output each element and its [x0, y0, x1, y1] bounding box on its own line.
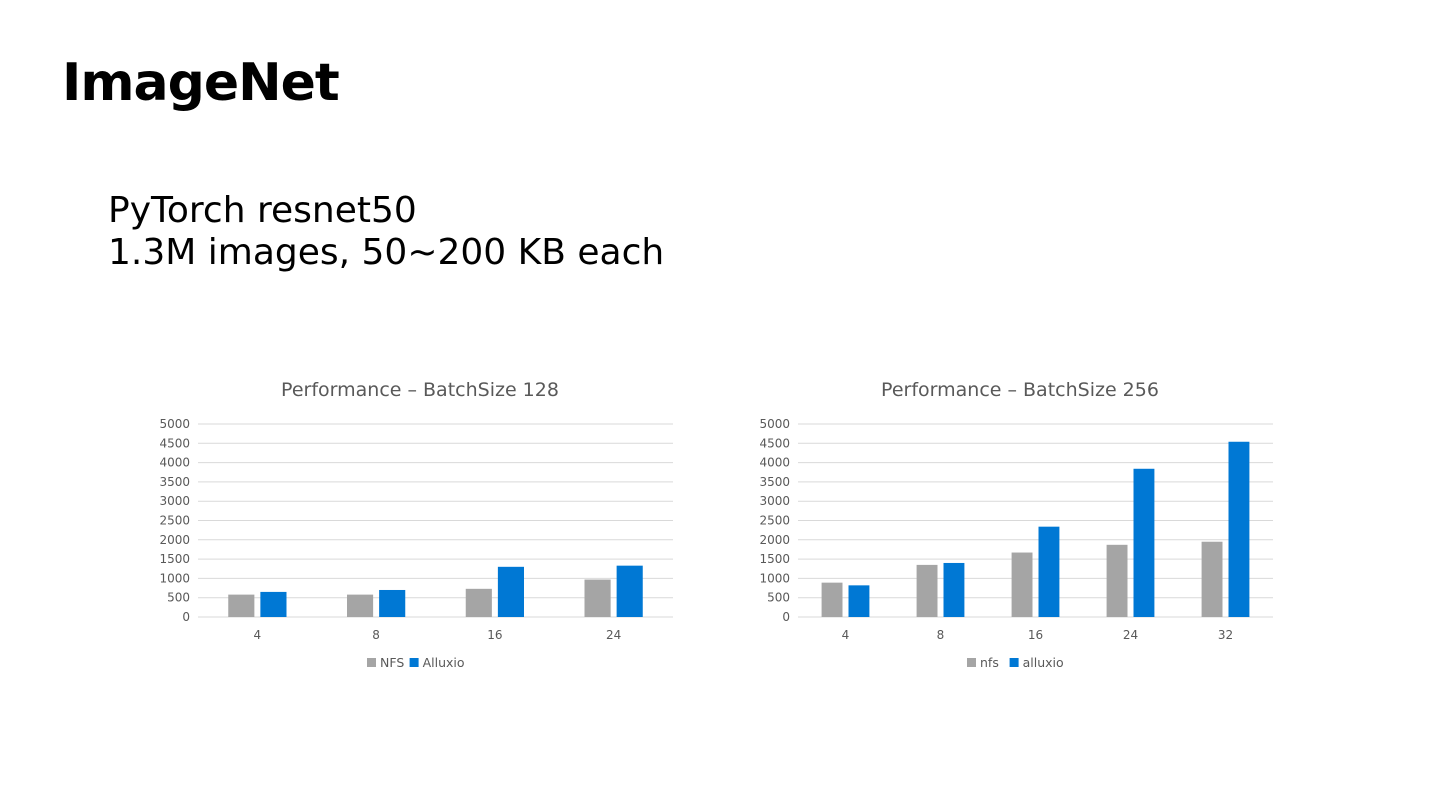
legend-swatch-nfs: [367, 658, 376, 667]
y-tick-label: 2000: [759, 533, 790, 547]
y-tick-label: 3000: [159, 494, 190, 508]
chart-title: Performance – BatchSize 128: [281, 379, 559, 401]
x-tick-label: 8: [937, 628, 945, 642]
y-tick-label: 2000: [159, 533, 190, 547]
y-tick-label: 3500: [159, 475, 190, 489]
legend-label-alluxio: Alluxio: [423, 655, 465, 670]
bar-alluxio-8: [943, 562, 965, 617]
bar-nfs-24: [1106, 544, 1128, 617]
y-tick-label: 500: [767, 591, 790, 605]
bar-alluxio-16: [497, 566, 524, 617]
subtitle-line-dataset: 1.3M images, 50~200 KB each: [108, 232, 665, 273]
bar-nfs-8: [347, 594, 374, 617]
bar-nfs-4: [228, 594, 255, 617]
bar-alluxio-32: [1228, 441, 1250, 617]
y-tick-label: 5000: [159, 417, 190, 431]
y-tick-label: 4000: [159, 456, 190, 470]
chart-svg-128: Performance – BatchSize 128 0 500 1000 1500 2…: [159, 379, 673, 670]
legend-swatch-alluxio: [409, 658, 419, 667]
y-tick-label: 1500: [159, 552, 190, 566]
slide-subtitle: PyTorch resnet50 1.3M images, 50~200 KB …: [108, 190, 664, 274]
y-tick-label: 3500: [759, 475, 790, 489]
y-tick-label: 1500: [759, 552, 790, 566]
subtitle-line-model: PyTorch resnet50: [108, 190, 417, 231]
bar-alluxio-24: [1133, 468, 1155, 617]
y-tick-label: 0: [182, 610, 190, 624]
x-tick-label: 4: [842, 628, 850, 642]
legend-swatch-nfs: [967, 658, 976, 667]
x-tick-label: 32: [1218, 628, 1233, 642]
legend-swatch-alluxio: [1009, 658, 1019, 667]
chart-title: Performance – BatchSize 256: [881, 379, 1159, 401]
y-tick-label: 0: [782, 610, 790, 624]
y-tick-label: 1000: [159, 571, 190, 585]
chart-batchsize-256: Performance – BatchSize 256 0 500 1000 1500 2…: [720, 370, 1320, 690]
x-tick-label: 8: [372, 628, 380, 642]
bar-nfs-8: [916, 564, 938, 617]
y-tick-label: 1000: [759, 571, 790, 585]
x-tick-label: 4: [254, 628, 262, 642]
legend-label-alluxio: alluxio: [1023, 655, 1064, 670]
chart-batchsize-128: Performance – BatchSize 128 0 500 1000 1500 2…: [120, 370, 720, 690]
bar-nfs-16: [1011, 552, 1033, 617]
bar-nfs-16: [465, 588, 492, 617]
legend-label-nfs: nfs: [980, 655, 999, 670]
slide-title: ImageNet: [62, 53, 340, 113]
y-tick-label: 4500: [759, 436, 790, 450]
y-tick-label: 4000: [759, 456, 790, 470]
x-tick-label: 16: [487, 628, 502, 642]
bar-alluxio-4: [260, 591, 287, 617]
bar-nfs-24: [584, 579, 611, 617]
bar-alluxio-8: [379, 589, 406, 617]
y-tick-label: 2500: [159, 514, 190, 528]
x-tick-label: 24: [606, 628, 621, 642]
y-tick-label: 3000: [759, 494, 790, 508]
bar-alluxio-24: [616, 565, 643, 617]
y-tick-label: 2500: [759, 514, 790, 528]
y-tick-label: 4500: [159, 436, 190, 450]
bar-nfs-4: [821, 582, 843, 617]
y-tick-label: 500: [167, 591, 190, 605]
legend-label-nfs: NFS: [380, 655, 404, 670]
chart-svg-256: Performance – BatchSize 256 0 500 1000 1500 2…: [759, 379, 1273, 670]
bar-alluxio-16: [1038, 526, 1060, 617]
bar-nfs-32: [1201, 541, 1223, 617]
x-tick-label: 24: [1123, 628, 1138, 642]
y-tick-label: 5000: [759, 417, 790, 431]
bar-alluxio-4: [848, 585, 870, 617]
x-tick-label: 16: [1028, 628, 1043, 642]
